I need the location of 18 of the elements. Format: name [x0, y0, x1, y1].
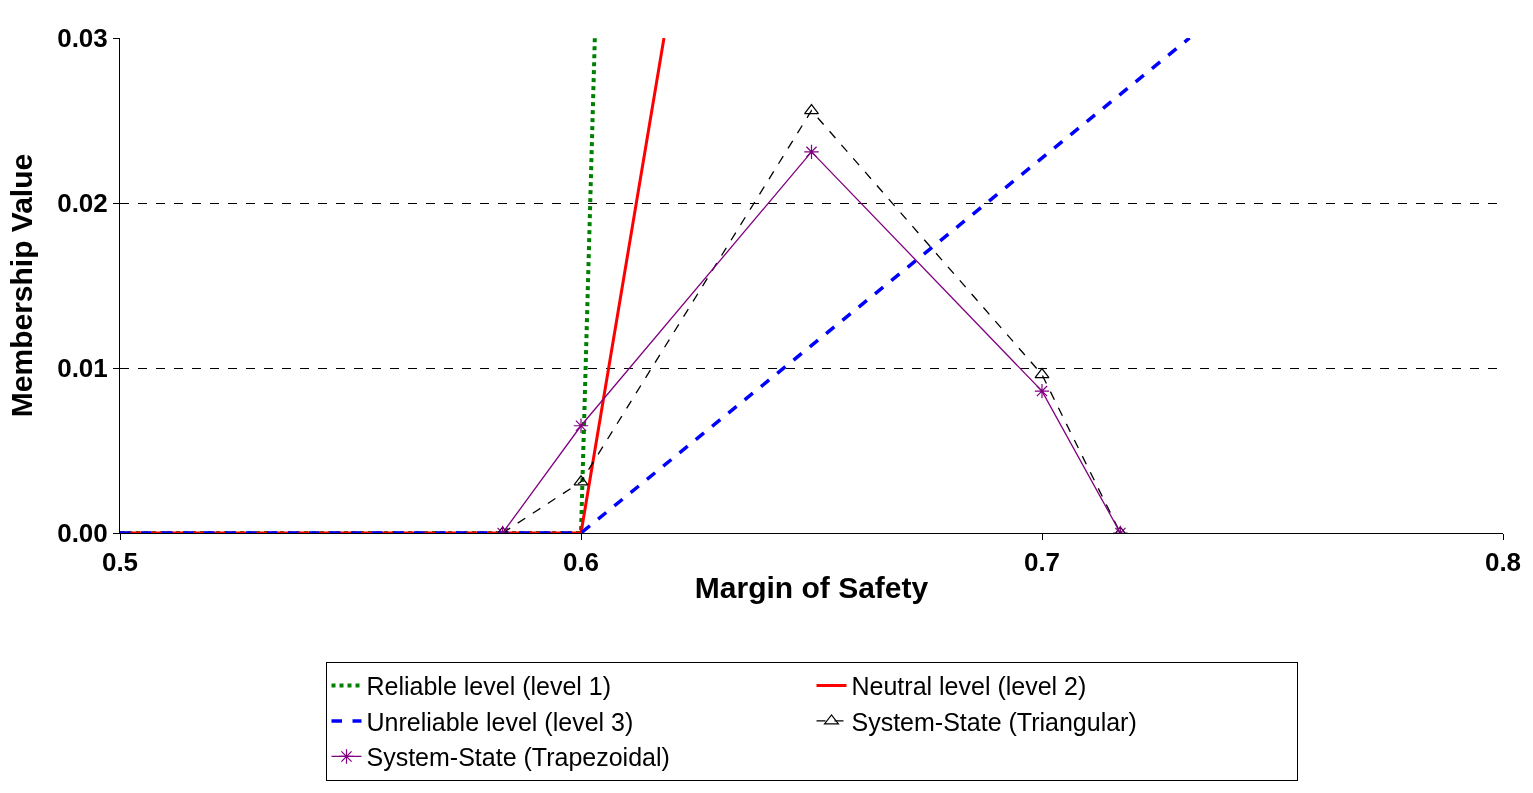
- legend-label: Reliable level (level 1): [366, 672, 612, 701]
- y-tick-label: 0.00: [57, 518, 108, 549]
- x-tick-label: 0.7: [1023, 547, 1061, 578]
- x-axis-title: Margin of Safety: [694, 570, 929, 604]
- x-tick-label: 0.8: [1484, 547, 1522, 578]
- y-tick-label: 0.01: [57, 353, 108, 384]
- legend-label: Unreliable level (level 3): [366, 707, 634, 736]
- y-tick-label: 0.03: [57, 23, 108, 54]
- legend-label: Neutral level (level 2): [851, 672, 1087, 701]
- point: [573, 417, 589, 434]
- legend-label: System-State (Trapezoidal): [366, 743, 670, 772]
- point: [1034, 383, 1050, 399]
- y-axis-title: Membership Value: [5, 153, 39, 418]
- y-tick-label: 0.02: [57, 188, 108, 219]
- x-tick-label: 0.6: [562, 547, 600, 578]
- point: [803, 144, 820, 160]
- legend-label: System-State (Triangular): [851, 707, 1137, 736]
- x-tick-label: 0.5: [101, 547, 139, 578]
